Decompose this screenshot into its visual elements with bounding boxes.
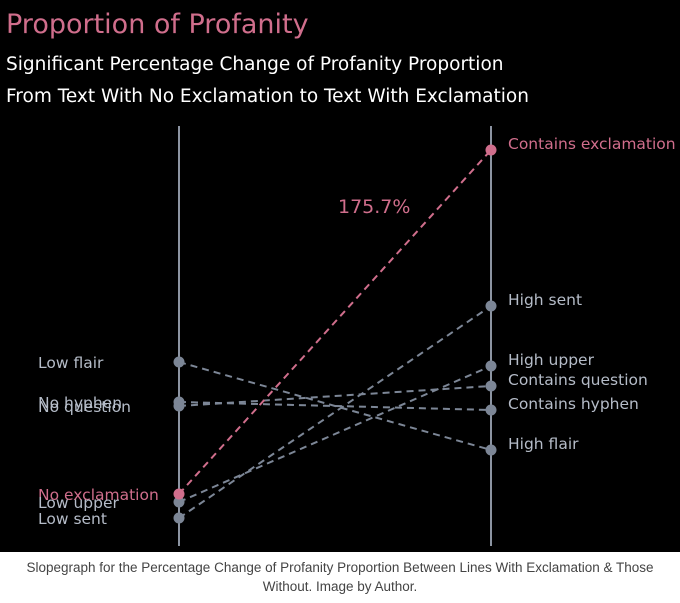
chart-title: Proportion of Profanity xyxy=(6,9,309,40)
right-point-high-upper xyxy=(485,360,497,372)
slope-line-low-upper xyxy=(178,365,492,503)
left-label-no-exclamation: No exclamation xyxy=(38,486,159,504)
caption-line-1: Slopegraph for the Percentage Change of … xyxy=(26,560,654,575)
chart-subtitle-2: From Text With No Exclamation to Text Wi… xyxy=(6,86,529,107)
left-label-no-question: No question xyxy=(38,398,131,416)
right-label-contains-hyphen: Contains hyphen xyxy=(508,395,639,413)
right-point-contains-question xyxy=(485,380,497,392)
chart-panel: Proportion of Profanity Significant Perce… xyxy=(0,0,680,552)
right-point-contains-hyphen xyxy=(485,404,497,416)
slope-line-low-flair xyxy=(178,361,492,451)
right-label-contains-exclamation: Contains exclamation xyxy=(508,135,676,153)
right-point-high-sent xyxy=(485,300,497,312)
left-point-no-hyphen xyxy=(173,396,185,408)
left-point-low-flair xyxy=(173,356,185,368)
figure-caption: Slopegraph for the Percentage Change of … xyxy=(0,558,680,596)
right-label-contains-question: Contains question xyxy=(508,371,648,389)
left-label-low-flair: Low flair xyxy=(38,354,104,372)
caption-line-2: Without. Image by Author. xyxy=(262,579,418,594)
left-point-no-exclamation xyxy=(173,488,185,500)
left-point-low-upper xyxy=(173,496,185,508)
right-point-high-flair xyxy=(485,444,497,456)
chart-subtitle-1: Significant Percentage Change of Profani… xyxy=(6,54,504,75)
left-point-low-sent xyxy=(173,512,185,524)
right-label-high-upper: High upper xyxy=(508,351,595,369)
left-label-low-upper: Low upper xyxy=(38,494,119,512)
right-label-high-flair: High flair xyxy=(508,435,579,453)
left-label-low-sent: Low sent xyxy=(38,510,107,528)
slope-line-no-exclamation xyxy=(178,149,492,495)
left-label-no-hyphen: No hyphen xyxy=(38,394,122,412)
slopegraph-chart: Proportion of Profanity Significant Perce… xyxy=(6,9,676,546)
right-label-high-sent: High sent xyxy=(508,291,582,309)
slope-line-low-sent xyxy=(178,305,492,519)
right-point-contains-exclamation xyxy=(485,144,497,156)
percent-change-annotation: 175.7% xyxy=(338,196,410,218)
slope-line-no-question xyxy=(178,385,492,407)
